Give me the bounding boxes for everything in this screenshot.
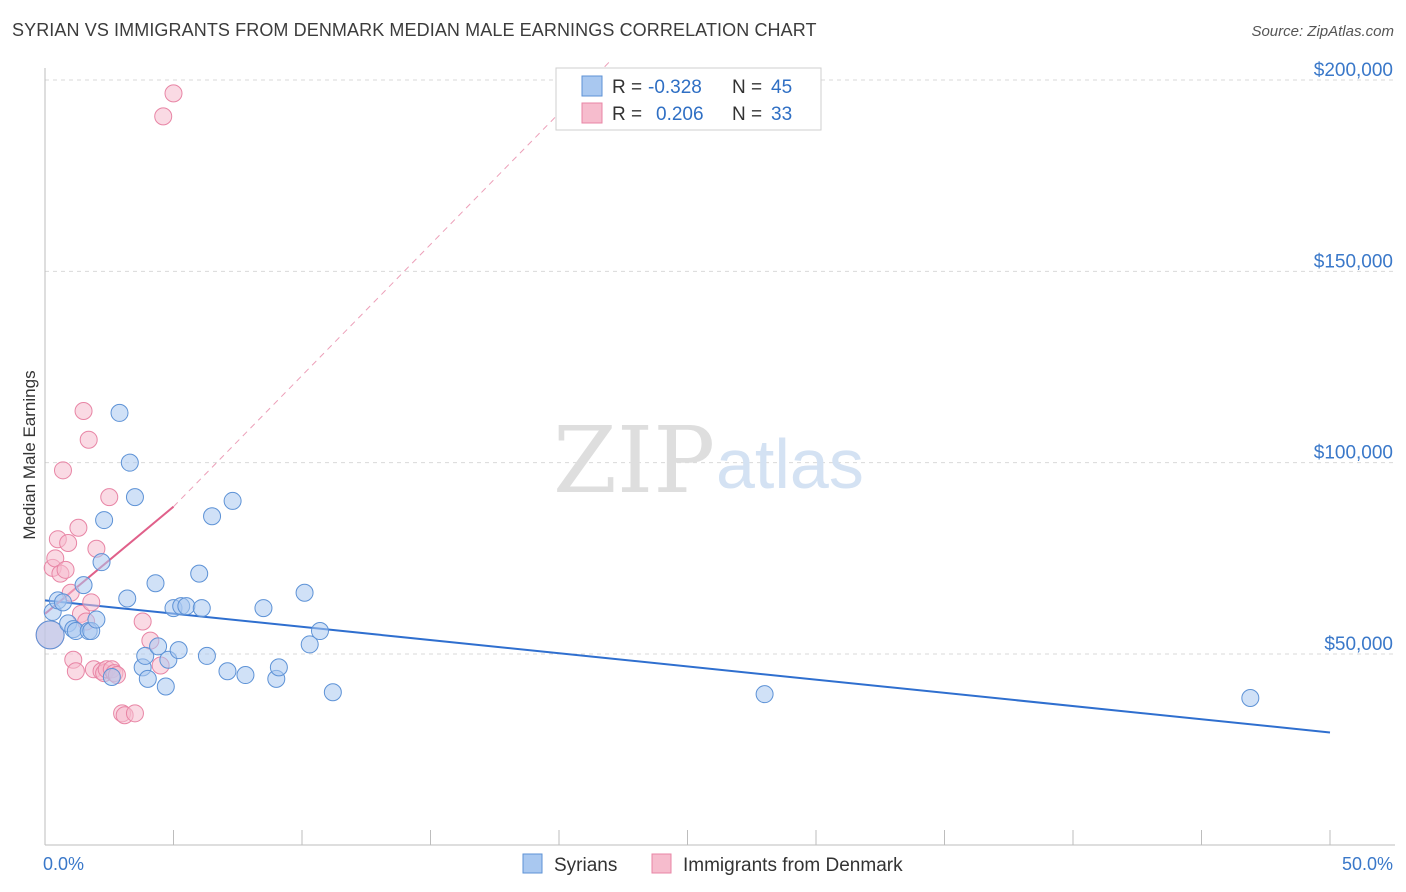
watermark: ZIP atlas: [553, 407, 864, 514]
point-syrians: [110, 403, 129, 422]
point-denmark: [74, 402, 93, 421]
point-syrians: [236, 666, 255, 685]
point-denmark: [164, 84, 183, 103]
point-denmark: [125, 704, 144, 723]
watermark-atlas: atlas: [716, 425, 864, 503]
point-syrians: [1241, 689, 1260, 708]
point-syrians: [323, 683, 342, 702]
point-syrians: [295, 583, 314, 602]
point-syrians: [74, 576, 93, 595]
trend-line-syrians: [44, 599, 1331, 734]
point-syrians: [177, 597, 196, 616]
legend-swatch-syrians: [581, 75, 603, 97]
bottom-legend-swatch-syrians: [522, 853, 543, 874]
x-tick-label-max: 50.0%: [1342, 854, 1393, 874]
legend: R = -0.328 N = 45 R = 0.206 N = 33: [555, 67, 822, 131]
y-tick-label: $50,000: [1324, 634, 1393, 655]
point-syrians: [169, 641, 188, 660]
point-syrians: [300, 635, 319, 654]
axes-layer: $50,000 $100,000 $150,000 $200,000 0.0% 50.0%: [43, 60, 1395, 874]
grid-layer: [45, 79, 1395, 655]
point-syrians: [197, 646, 216, 665]
point-syrians: [190, 564, 209, 583]
point-syrians: [87, 610, 106, 629]
point-syrians: [92, 553, 111, 572]
point-denmark: [59, 534, 78, 553]
legend-n-value-1: 45: [771, 77, 792, 98]
legend-r-label-1: R =: [612, 77, 642, 98]
x-tick-label-min: 0.0%: [43, 854, 84, 874]
legend-n-label-2: N =: [732, 104, 762, 125]
points-layer: [35, 84, 1260, 725]
point-syrians: [120, 453, 139, 472]
source-label: Source: ZipAtlas.com: [1251, 23, 1394, 40]
point-syrians: [310, 622, 329, 641]
point-syrians: [95, 511, 114, 530]
y-tick-label: $200,000: [1314, 60, 1393, 81]
chart-title: SYRIAN VS IMMIGRANTS FROM DENMARK MEDIAN…: [12, 20, 817, 40]
point-denmark: [133, 612, 152, 631]
point-syrians: [156, 677, 175, 696]
point-syrians: [136, 646, 155, 665]
trend-line-denmark-extension: [173, 60, 611, 508]
point-denmark: [53, 461, 72, 480]
point-denmark: [56, 560, 75, 579]
point-denmark: [154, 107, 173, 126]
point-syrians: [203, 507, 222, 526]
point-syrians: [53, 593, 72, 612]
point-syrians: [269, 658, 288, 677]
y-axis-label: Median Male Earnings: [20, 370, 39, 539]
point-syrians: [138, 669, 157, 688]
bottom-legend: Syrians Immigrants from Denmark: [522, 853, 903, 876]
legend-swatch-denmark: [581, 102, 603, 124]
legend-n-label-1: N =: [732, 77, 762, 98]
point-denmark: [82, 593, 101, 612]
point-denmark: [79, 430, 98, 449]
point-denmark: [100, 488, 119, 507]
bottom-legend-denmark: Immigrants from Denmark: [683, 855, 903, 876]
point-syrians: [146, 574, 165, 593]
trend-layer: [44, 60, 1331, 734]
point-syrians: [118, 589, 137, 608]
y-tick-label: $100,000: [1314, 443, 1393, 464]
watermark-zip: ZIP: [553, 407, 715, 514]
point-denmark: [66, 662, 85, 681]
point-syrians: [254, 599, 273, 618]
legend-n-value-2: 33: [771, 104, 792, 125]
point-syrians: [125, 488, 144, 507]
point-syrians: [149, 637, 168, 656]
point-syrians: [223, 491, 242, 510]
legend-r-value-1: -0.328: [648, 77, 702, 98]
y-tick-label: $150,000: [1314, 251, 1393, 272]
bottom-legend-syrians: Syrians: [554, 855, 617, 876]
point-syrians: [755, 685, 774, 704]
point-syrians: [35, 620, 65, 650]
legend-r-value-2: 0.206: [656, 104, 704, 125]
bottom-legend-swatch-denmark: [651, 853, 672, 874]
point-syrians: [218, 662, 237, 681]
point-denmark: [69, 518, 88, 537]
point-syrians: [192, 599, 211, 618]
point-syrians: [102, 667, 121, 686]
legend-r-label-2: R =: [612, 104, 642, 125]
